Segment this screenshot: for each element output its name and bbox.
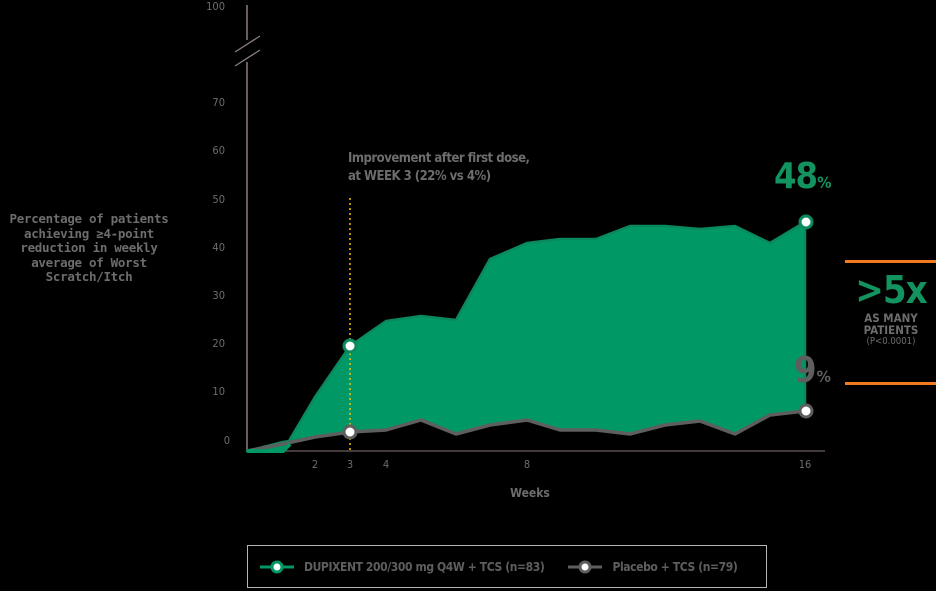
x-tick-16: 16: [798, 458, 812, 471]
y-axis-title-line: Scratch/Itch: [45, 269, 133, 285]
placebo-value-number: 9: [794, 350, 817, 391]
annotation-line1: Improvement after first dose,: [348, 151, 530, 166]
ratio-value: >5x: [855, 268, 927, 312]
week3-annotation: Improvement after first dose, at WEEK 3 …: [348, 150, 530, 186]
y-tick-0: 0: [223, 434, 230, 447]
ratio-label-line1: AS MANY: [864, 311, 918, 325]
x-tick-4: 4: [382, 458, 390, 471]
y-axis-title-line: reduction in weekly: [20, 240, 158, 256]
dupixent-area: [245, 220, 807, 453]
dupixent-value-number: 48: [774, 156, 818, 197]
axis-break-mark-1: [234, 35, 261, 53]
percent-sign: %: [817, 173, 831, 192]
y-tick-50: 50: [212, 193, 225, 206]
dupixent-final-value: 48%: [774, 156, 832, 197]
p-value: (P<0.0001): [866, 336, 916, 347]
ratio-label-line2: PATIENTS: [863, 323, 919, 337]
placebo-week16-marker: [798, 403, 814, 419]
orange-divider-top: [845, 260, 936, 263]
y-tick-70: 70: [212, 96, 225, 109]
x-tick-3: 3: [346, 458, 354, 471]
ratio-callout: >5x AS MANY PATIENTS (P<0.0001): [846, 268, 936, 347]
y-axis-title-line: Percentage of patients: [9, 211, 169, 226]
legend: DUPIXENT 200/300 mg Q4W + TCS (n=83) Pla…: [247, 545, 767, 588]
axis-break-mark-2: [234, 49, 261, 67]
gray-marker-icon: [568, 560, 603, 573]
green-marker-icon: [260, 560, 294, 573]
y-tick-10: 10: [212, 385, 225, 398]
x-axis-title: Weeks: [510, 486, 550, 500]
y-tick-60: 60: [212, 144, 225, 157]
legend-item-dupixent: DUPIXENT 200/300 mg Q4W + TCS (n=83): [260, 559, 545, 574]
y-axis-title-line: achieving ≥4-point: [23, 225, 155, 241]
x-tick-8: 8: [523, 458, 531, 471]
y-tick-20: 20: [212, 337, 225, 350]
annotation-line2: at WEEK 3 (22% vs 4%): [348, 169, 491, 184]
dupixent-week3-marker: [342, 338, 358, 354]
placebo-line: [246, 409, 806, 453]
y-axis-title: Percentage of patients achieving ≥4-poin…: [0, 211, 178, 285]
orange-divider-bottom: [845, 382, 936, 385]
percent-sign: %: [816, 367, 831, 386]
y-tick-100: 100: [206, 0, 225, 13]
legend-label-dupixent: DUPIXENT 200/300 mg Q4W + TCS (n=83): [304, 559, 545, 574]
dupixent-week16-marker: [798, 214, 814, 230]
legend-item-placebo: Placebo + TCS (n=79): [568, 559, 738, 574]
y-tick-30: 30: [212, 289, 225, 302]
y-axis-title-line: average of Worst: [31, 254, 147, 270]
x-tick-2: 2: [311, 458, 319, 471]
placebo-week3-marker: [342, 424, 358, 440]
placebo-final-value: 9%: [794, 350, 831, 391]
legend-label-placebo: Placebo + TCS (n=79): [612, 559, 738, 574]
y-tick-40: 40: [212, 241, 225, 254]
